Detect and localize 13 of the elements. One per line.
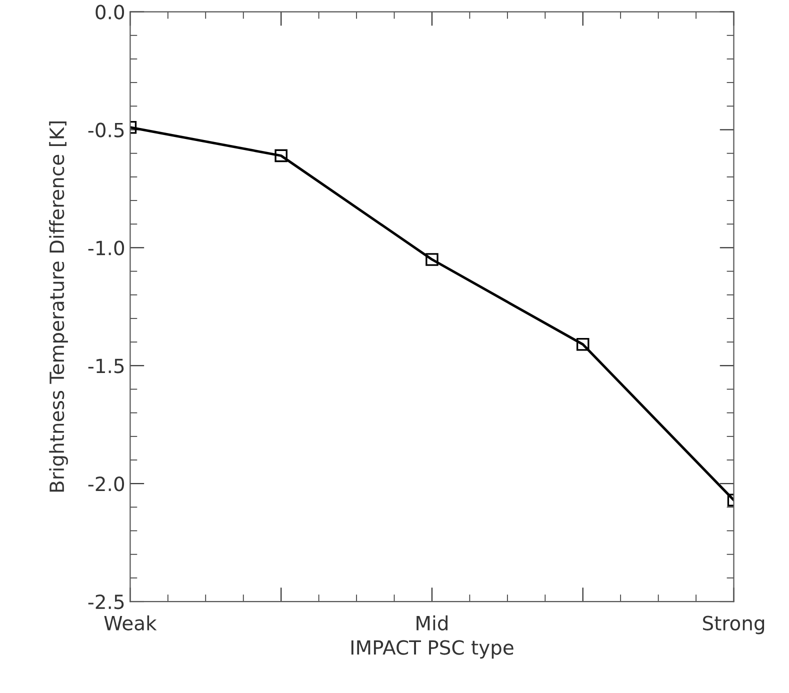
x-tick-label: Strong xyxy=(703,616,764,634)
y-axis-title: Brightness Temperature Difference [K] xyxy=(49,121,68,492)
y-tick-label: -1.0 xyxy=(88,240,124,256)
y-tick-label: -0.5 xyxy=(88,122,124,138)
y-tick-label: -2.0 xyxy=(88,476,124,492)
x-axis-title: IMPACT PSC type xyxy=(351,640,514,659)
y-tick-label: -2.5 xyxy=(88,594,124,610)
x-tick-label: Weak xyxy=(104,615,157,630)
point xyxy=(576,338,590,351)
y-tick-label: 0.0 xyxy=(96,4,124,20)
x-tick-label: Mid xyxy=(416,615,448,630)
y-tick-label: -1.5 xyxy=(88,358,124,374)
point xyxy=(426,253,438,266)
